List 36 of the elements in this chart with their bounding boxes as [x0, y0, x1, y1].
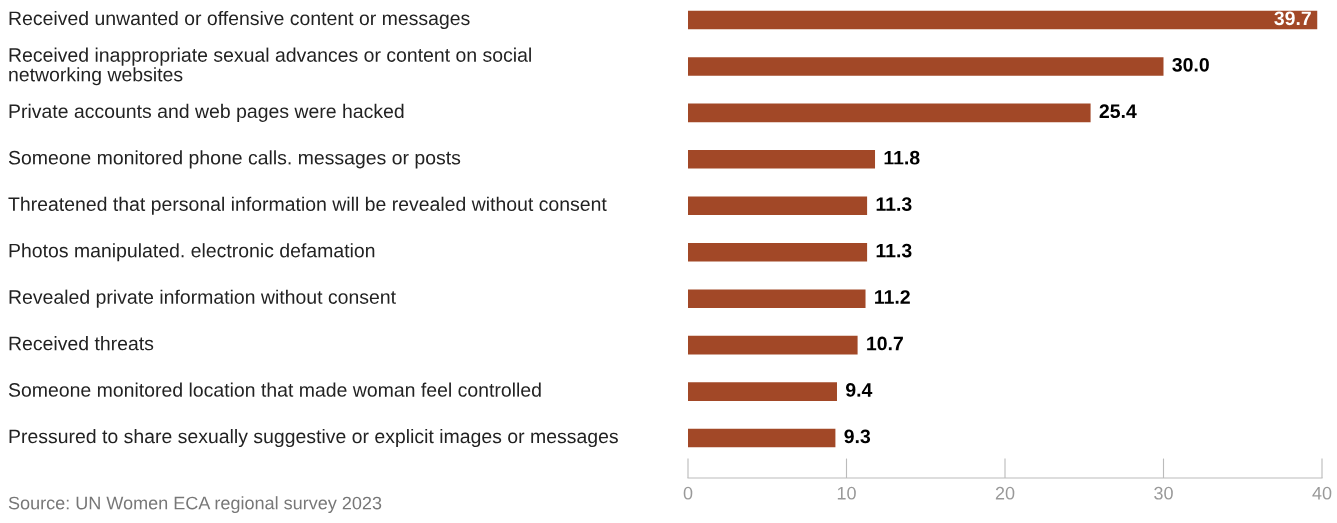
bar	[688, 103, 1091, 123]
bar	[688, 10, 1318, 30]
y-tick-label: Someone monitored location that made woman feel controlled	[8, 382, 541, 397]
x-tick-label: 40	[1312, 486, 1332, 500]
x-tick-label: 30	[1154, 486, 1173, 500]
x-tick-label: 20	[995, 486, 1015, 500]
source-note: Source: UN Women ECA regional survey 2023	[8, 496, 382, 513]
bar	[688, 335, 858, 355]
y-tick-label: Someone monitored phone calls. messages or posts	[8, 150, 461, 169]
data-label: 11.8	[884, 150, 920, 165]
y-tick-label: Private accounts and web pages were hacked	[9, 103, 404, 122]
bar	[688, 428, 836, 448]
bar	[688, 196, 868, 216]
bar	[688, 150, 876, 169]
data-label: 30.0	[1172, 57, 1209, 72]
y-tick-label: Photos manipulated. electronic defamation	[9, 243, 375, 262]
data-label: 39.7	[1274, 11, 1311, 26]
y-tick-label: Threatened that personal information will be revealed without consent	[8, 196, 607, 215]
y-tick-label: Received inappropriate sexual advances or content on social networking websites	[9, 47, 531, 86]
y-tick-label: Received threats	[9, 336, 154, 351]
bar	[688, 242, 868, 262]
bar	[688, 57, 1164, 76]
data-label: 10.7	[867, 336, 903, 351]
x-tick-label: 10	[837, 486, 856, 500]
data-label: 11.3	[876, 197, 912, 212]
bar	[688, 382, 837, 401]
data-label: 9.3	[844, 429, 871, 444]
data-label: 25.4	[1099, 104, 1137, 119]
data-label: 9.4	[846, 383, 873, 397]
x-tick-label: 0	[683, 486, 693, 500]
data-label: 11.2	[875, 290, 910, 304]
y-tick-label: Pressured to share sexually suggestive or explicit images or messages	[9, 428, 618, 448]
y-tick-label: Received unwanted or offensive content or messages	[9, 10, 470, 30]
y-tick-label: Revealed private information without consent	[9, 289, 396, 308]
data-label: 11.3	[876, 243, 912, 258]
bar	[688, 289, 866, 308]
